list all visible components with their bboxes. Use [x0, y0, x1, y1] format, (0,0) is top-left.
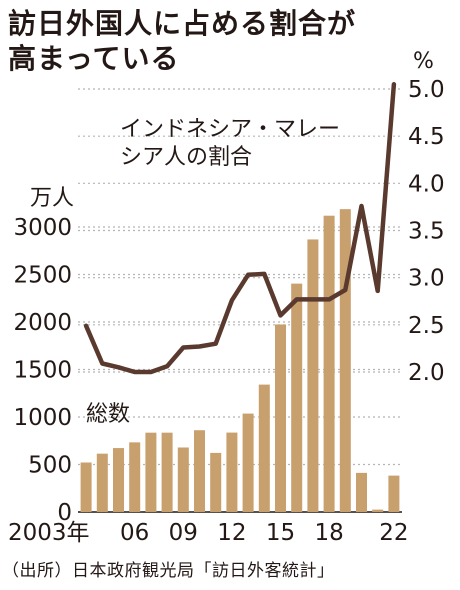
bar — [242, 413, 254, 512]
bar — [129, 442, 141, 512]
bar — [80, 462, 92, 512]
bar — [177, 447, 189, 512]
x-tick-label: 22 — [379, 520, 408, 546]
bar — [339, 209, 351, 512]
bar — [355, 472, 368, 512]
x-tick-label: 06 — [120, 520, 149, 546]
line-annotation-2: シア人の割合 — [120, 145, 252, 170]
chart-title: 訪日外国人に占める割合が 高まっている — [8, 6, 448, 76]
x-tick-label: 12 — [217, 520, 246, 546]
bar — [226, 432, 238, 512]
right-tick-label: 2.0 — [408, 360, 445, 386]
bar — [210, 452, 222, 512]
x-axis-ticks: 2003年 06 09 12 15 18 22 — [8, 520, 409, 546]
right-tick-label: 2.5 — [408, 313, 445, 339]
left-tick-label: 3000 — [13, 215, 72, 241]
bar — [307, 239, 319, 512]
right-tick-label: 5.0 — [408, 77, 445, 103]
bar — [112, 448, 125, 512]
right-tick-label: 4.5 — [408, 124, 445, 150]
bar — [258, 384, 270, 512]
x-tick-label: 18 — [314, 520, 343, 546]
left-tick-label: 1000 — [13, 405, 72, 431]
x-tick-label: 15 — [266, 520, 295, 546]
left-tick-label: 1500 — [13, 358, 72, 384]
bar-series — [80, 209, 400, 512]
x-tick-label: 09 — [169, 520, 198, 546]
bar — [145, 432, 157, 512]
line-series — [83, 82, 397, 375]
title-line-1: 訪日外国人に占める割合が — [8, 7, 357, 40]
bar — [274, 324, 287, 512]
bar — [388, 475, 400, 512]
right-tick-label: 3.5 — [408, 219, 445, 245]
bar — [96, 453, 108, 512]
right-axis-ticks: 2.0 2.5 3.0 3.5 4.0 4.5 5.0 — [408, 77, 445, 386]
line-annotation-1: インドネシア・マレー — [120, 117, 340, 142]
left-tick-label: 0 — [57, 500, 72, 526]
line-path — [83, 82, 397, 375]
left-tick-label: 2500 — [13, 263, 72, 289]
left-tick-label: 2000 — [13, 310, 72, 336]
bar-series-label: 総数 — [86, 402, 130, 427]
bar — [372, 509, 384, 512]
bar — [323, 215, 335, 512]
x-tick-label: 2003年 — [8, 520, 90, 546]
right-axis-unit: % — [413, 49, 434, 74]
bar — [291, 283, 303, 512]
source-note: （出所）日本政府観光局「訪日外客統計」 — [2, 561, 335, 581]
right-tick-label: 3.0 — [408, 266, 445, 292]
right-tick-label: 4.0 — [408, 171, 445, 197]
left-axis-unit: 万人 — [30, 186, 74, 211]
left-tick-label: 500 — [28, 453, 72, 479]
bar — [193, 430, 206, 512]
bar — [161, 432, 173, 512]
title-line-2: 高まっている — [8, 42, 180, 75]
left-axis-ticks: 0 500 1000 1500 2000 2500 3000 — [13, 215, 72, 526]
